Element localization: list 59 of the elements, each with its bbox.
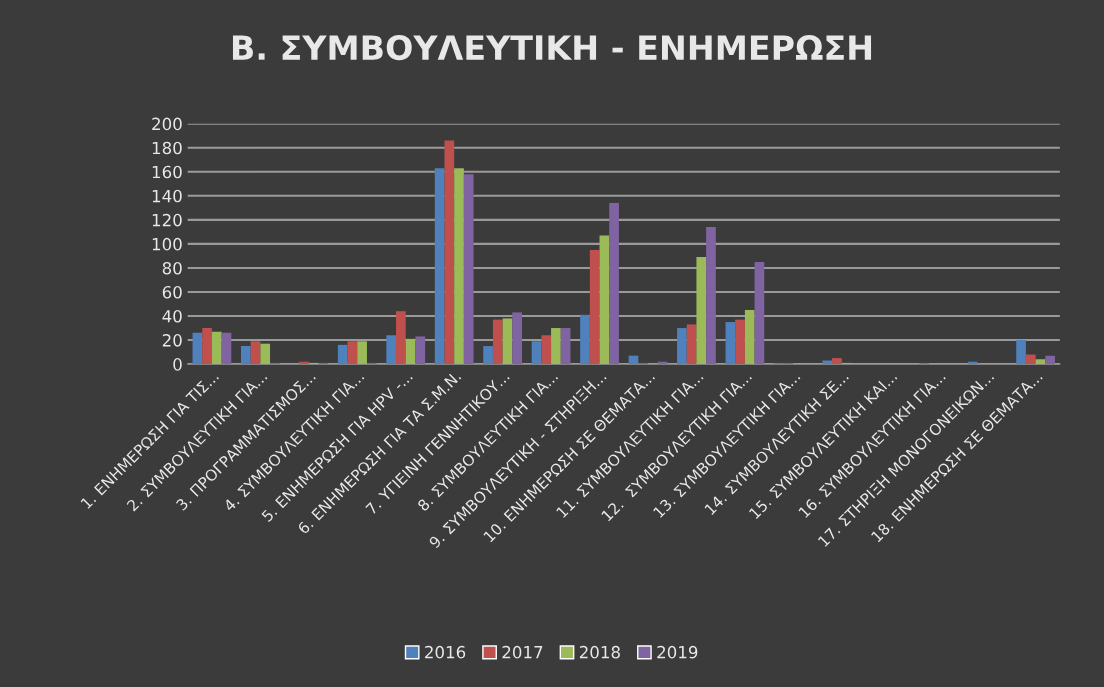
- bar: [444, 140, 455, 365]
- y-tick-label: 140: [152, 189, 182, 203]
- y-tick-label: 200: [152, 117, 182, 131]
- y-tick-label: 0: [173, 358, 182, 371]
- bar: [502, 318, 513, 365]
- y-tick-label: 80: [162, 261, 182, 275]
- bar: [531, 341, 542, 365]
- y-tick-label: 60: [162, 285, 182, 299]
- bar: [744, 310, 755, 365]
- y-tick-label: 120: [152, 213, 182, 227]
- legend-label: 2017: [502, 645, 543, 659]
- bar: [1025, 354, 1036, 365]
- bar: [589, 249, 600, 365]
- legend-label: 2016: [425, 645, 466, 659]
- chart-title: Β. ΣΥΜΒΟΥΛΕΥΤΙΚΗ - ΕΝΗΜΕΡΩΣΗ: [232, 34, 872, 61]
- bar: [541, 335, 552, 365]
- bar: [551, 328, 561, 365]
- bar: [483, 346, 493, 365]
- bar: [706, 227, 716, 365]
- bar: [599, 235, 610, 365]
- y-tick-label: 40: [162, 309, 182, 323]
- bar: [357, 341, 367, 365]
- y-tick-label: 180: [152, 141, 182, 155]
- bar: [396, 311, 406, 365]
- bar: [337, 344, 348, 365]
- bar: [725, 322, 736, 365]
- bar: [434, 168, 445, 365]
- legend-label: 2018: [579, 645, 620, 659]
- bar: [735, 319, 745, 365]
- bar: [192, 332, 203, 365]
- bar: [1045, 355, 1055, 365]
- bar: [347, 341, 358, 365]
- bar: [754, 261, 765, 365]
- y-tick-label: 20: [162, 334, 182, 347]
- legend-label: 2019: [657, 645, 698, 659]
- bar: [677, 328, 687, 365]
- bar: [221, 332, 232, 365]
- bar: [832, 358, 842, 365]
- bar: [1035, 359, 1046, 365]
- bar: [405, 338, 416, 365]
- bar: [609, 203, 619, 365]
- bar: [202, 328, 212, 365]
- bar: [560, 328, 571, 365]
- bar: [250, 341, 261, 365]
- bar: [686, 324, 697, 365]
- bar: [386, 335, 397, 365]
- bar: [696, 257, 707, 365]
- y-tick-label: 160: [152, 165, 182, 179]
- bar: [580, 314, 590, 365]
- bar: [454, 168, 464, 365]
- bar: [415, 336, 426, 365]
- bar: [512, 312, 523, 365]
- bar: [1016, 340, 1026, 365]
- bar: [240, 346, 251, 365]
- bar: [463, 174, 474, 365]
- bar: [492, 319, 503, 365]
- bar: [260, 343, 271, 365]
- bar: [211, 331, 222, 365]
- y-tick-label: 100: [152, 237, 182, 251]
